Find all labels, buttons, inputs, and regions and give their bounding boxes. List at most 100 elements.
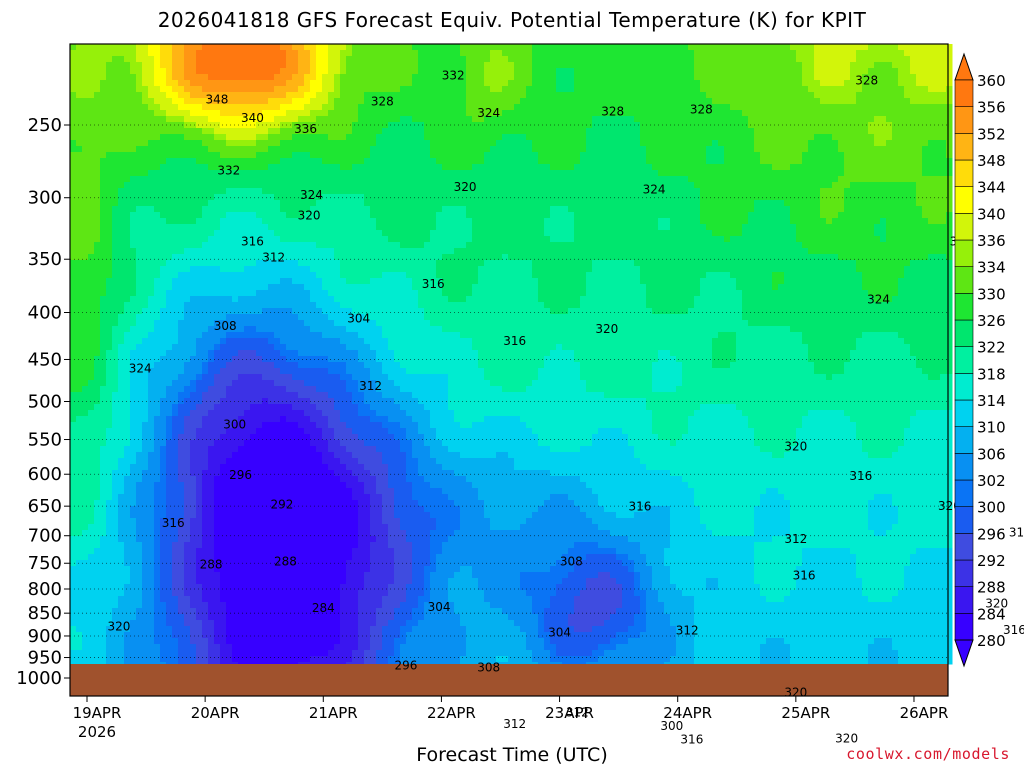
field-cell <box>82 212 89 219</box>
field-cell <box>844 176 851 183</box>
field-cell <box>280 146 287 153</box>
field-cell <box>586 116 593 123</box>
field-cell <box>754 146 761 153</box>
field-cell <box>670 170 677 177</box>
field-cell <box>292 170 299 177</box>
field-cell <box>514 50 521 57</box>
field-cell <box>664 224 671 231</box>
field-cell <box>502 98 509 105</box>
field-cell <box>916 218 923 225</box>
field-cell <box>148 170 155 177</box>
field-cell <box>898 80 905 87</box>
field-cell <box>736 68 743 75</box>
field-cell <box>832 152 839 159</box>
field-cell <box>862 110 869 117</box>
field-cell <box>232 212 239 219</box>
field-cell <box>550 230 557 237</box>
field-cell <box>154 218 161 225</box>
field-cell <box>376 74 383 81</box>
field-cell <box>574 242 581 249</box>
field-cell <box>652 242 659 249</box>
field-cell <box>868 116 875 123</box>
field-cell <box>748 152 755 159</box>
field-cell <box>760 146 767 153</box>
field-cell <box>262 182 269 189</box>
field-cell <box>412 122 419 129</box>
field-cell <box>664 68 671 75</box>
field-cell <box>526 194 533 201</box>
field-cell <box>586 164 593 171</box>
field-cell <box>916 158 923 165</box>
field-cell <box>70 212 77 219</box>
field-cell <box>190 74 197 81</box>
field-cell <box>610 176 617 183</box>
field-cell <box>292 50 299 57</box>
field-cell <box>562 164 569 171</box>
field-cell <box>754 218 761 225</box>
field-cell <box>316 176 323 183</box>
field-cell <box>214 134 221 141</box>
field-cell <box>670 230 677 237</box>
field-cell <box>598 194 605 201</box>
field-cell <box>532 218 539 225</box>
field-cell <box>154 86 161 93</box>
field-cell <box>262 44 269 51</box>
field-cell <box>166 128 173 135</box>
field-cell <box>94 80 101 87</box>
field-cell <box>496 236 503 243</box>
field-cell <box>82 44 89 51</box>
field-cell <box>94 218 101 225</box>
field-cell <box>658 164 665 171</box>
field-cell <box>832 74 839 81</box>
field-cell <box>202 176 209 183</box>
field-cell <box>82 242 89 249</box>
field-cell <box>178 200 185 207</box>
field-cell <box>256 110 263 117</box>
field-cell <box>226 140 233 147</box>
field-cell <box>850 230 857 237</box>
field-cell <box>904 92 911 99</box>
field-cell <box>904 146 911 153</box>
field-cell <box>292 68 299 75</box>
field-cell <box>220 146 227 153</box>
field-cell <box>742 86 749 93</box>
field-cell <box>688 206 695 213</box>
field-cell <box>154 140 161 147</box>
field-cell <box>742 218 749 225</box>
field-cell <box>250 158 257 165</box>
field-cell <box>136 50 143 57</box>
field-cell <box>250 56 257 63</box>
field-cell <box>634 152 641 159</box>
field-cell <box>160 182 167 189</box>
field-cell <box>838 182 845 189</box>
field-cell <box>760 44 767 51</box>
field-cell <box>922 44 929 51</box>
field-cell <box>940 68 947 75</box>
field-cell <box>898 200 905 207</box>
field-cell <box>592 122 599 129</box>
field-cell <box>238 164 245 171</box>
field-cell <box>142 170 149 177</box>
field-cell <box>268 104 275 111</box>
field-cell <box>274 188 281 195</box>
field-cell <box>376 56 383 63</box>
field-cell <box>304 236 311 243</box>
field-cell <box>862 194 869 201</box>
field-cell <box>592 188 599 195</box>
field-cell <box>412 68 419 75</box>
field-cell <box>400 56 407 63</box>
field-cell <box>628 200 635 207</box>
field-cell <box>208 98 215 105</box>
field-cell <box>856 194 863 201</box>
field-cell <box>400 134 407 141</box>
field-cell <box>502 44 509 51</box>
field-cell <box>244 170 251 177</box>
field-cell <box>352 146 359 153</box>
field-cell <box>394 236 401 243</box>
field-cell <box>310 224 317 231</box>
field-cell <box>148 200 155 207</box>
field-cell <box>892 152 899 159</box>
field-cell <box>862 134 869 141</box>
field-cell <box>544 122 551 129</box>
field-cell <box>706 170 713 177</box>
